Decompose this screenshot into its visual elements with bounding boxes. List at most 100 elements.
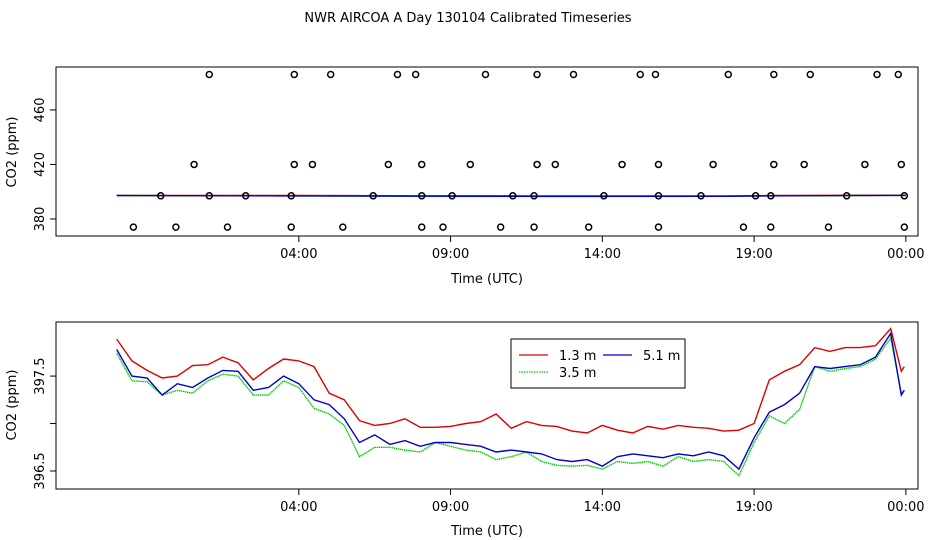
data-point bbox=[900, 223, 909, 231]
y-tick-label: 420 bbox=[33, 152, 48, 177]
data-point bbox=[709, 160, 717, 169]
data-point bbox=[824, 223, 833, 231]
data-point bbox=[417, 192, 426, 200]
x-axis-label-top: Time (UTC) bbox=[450, 272, 523, 287]
data-point bbox=[287, 192, 295, 200]
y-tick-label: 380 bbox=[33, 207, 48, 232]
data-point bbox=[654, 223, 663, 231]
x-axis-label-bottom: Time (UTC) bbox=[450, 524, 523, 539]
data-point bbox=[190, 160, 198, 169]
data-point bbox=[393, 70, 402, 79]
legend-label-3-5m: 3.5 m bbox=[559, 366, 596, 381]
data-point bbox=[618, 160, 626, 169]
data-point bbox=[496, 223, 505, 231]
data-point bbox=[156, 192, 165, 200]
x-tick-label: 04:00 bbox=[280, 247, 317, 262]
data-point bbox=[600, 192, 608, 200]
points-top bbox=[129, 70, 909, 231]
data-point bbox=[636, 70, 645, 79]
y-axis-bottom: 396.5 397.5 bbox=[33, 357, 56, 490]
x-tick-label: 00:00 bbox=[887, 500, 924, 515]
plot-frame-bottom bbox=[55, 321, 919, 490]
data-point bbox=[767, 192, 775, 200]
data-point bbox=[339, 223, 347, 231]
data-point bbox=[448, 192, 456, 200]
legend-box bbox=[510, 338, 686, 389]
x-axis-bottom: 04:00 09:00 14:00 19:00 00:00 bbox=[280, 489, 925, 515]
x-tick-label: 19:00 bbox=[735, 500, 772, 515]
data-point bbox=[287, 223, 295, 231]
y-tick-label: 396.5 bbox=[33, 452, 48, 489]
line-panel: 04:00 09:00 14:00 19:00 00:00 396.5 397.5 Tim… bbox=[5, 321, 925, 539]
data-point bbox=[897, 160, 906, 169]
y-axis-top: 380 420 460 bbox=[33, 98, 56, 232]
data-point bbox=[509, 192, 517, 200]
data-point bbox=[417, 223, 426, 231]
data-point bbox=[697, 192, 705, 200]
x-tick-label: 14:00 bbox=[584, 500, 621, 515]
data-point bbox=[900, 192, 909, 200]
data-point bbox=[384, 160, 393, 169]
data-point bbox=[533, 160, 541, 169]
data-point bbox=[172, 223, 180, 231]
data-point bbox=[466, 160, 475, 169]
data-point bbox=[654, 192, 663, 200]
data-point bbox=[205, 192, 214, 200]
data-point bbox=[654, 160, 663, 169]
data-point bbox=[530, 223, 538, 231]
data-point bbox=[724, 70, 733, 79]
data-point bbox=[569, 70, 578, 79]
data-point bbox=[205, 70, 214, 79]
data-point bbox=[241, 192, 250, 200]
data-point bbox=[530, 192, 538, 200]
chart-title: NWR AIRCOA A Day 130104 Calibrated Times… bbox=[304, 11, 631, 26]
data-point bbox=[223, 223, 232, 231]
data-point bbox=[129, 223, 138, 231]
data-point bbox=[290, 160, 299, 169]
x-axis-top: 04:00 09:00 14:00 19:00 00:00 bbox=[280, 236, 925, 262]
data-point bbox=[290, 70, 299, 79]
data-point bbox=[411, 70, 420, 79]
data-point bbox=[651, 70, 660, 79]
data-point bbox=[439, 223, 447, 231]
series-lines-top bbox=[116, 194, 906, 198]
y-tick-label: 460 bbox=[33, 98, 48, 123]
data-point bbox=[369, 192, 377, 200]
series-line-51m bbox=[116, 331, 905, 471]
data-point bbox=[326, 70, 335, 79]
data-point bbox=[873, 70, 881, 79]
data-point bbox=[767, 223, 775, 231]
y-axis-label-top: CO2 (ppm) bbox=[5, 116, 20, 187]
x-tick-label: 09:00 bbox=[432, 500, 469, 515]
x-tick-label: 09:00 bbox=[432, 247, 469, 262]
data-point bbox=[800, 160, 808, 169]
series-line-13m bbox=[116, 327, 905, 434]
scatter-panel: 04:00 09:00 14:00 19:00 00:00 380 420 460 Time… bbox=[5, 66, 925, 287]
series-lines-bottom bbox=[116, 327, 905, 477]
data-point bbox=[417, 160, 426, 169]
data-point bbox=[308, 160, 317, 169]
data-point bbox=[770, 160, 778, 169]
data-point bbox=[806, 70, 814, 79]
x-tick-label: 00:00 bbox=[887, 247, 924, 262]
data-point bbox=[842, 192, 851, 200]
data-point bbox=[739, 223, 748, 231]
x-tick-label: 04:00 bbox=[280, 500, 317, 515]
x-tick-label: 19:00 bbox=[735, 247, 772, 262]
data-point bbox=[551, 160, 560, 169]
legend-label-5-1m: 5.1 m bbox=[643, 349, 680, 364]
legend-label-1-3m: 1.3 m bbox=[559, 349, 596, 364]
y-axis-label-bottom: CO2 (ppm) bbox=[5, 369, 20, 440]
data-point bbox=[770, 70, 778, 79]
legend: 1.3 m 5.1 m 3.5 m bbox=[510, 338, 686, 389]
y-tick-label: 397.5 bbox=[33, 357, 48, 394]
x-tick-label: 14:00 bbox=[584, 247, 621, 262]
data-point bbox=[533, 70, 541, 79]
data-point bbox=[481, 70, 490, 79]
data-point bbox=[894, 70, 903, 79]
plot-frame-top bbox=[55, 66, 919, 237]
data-point bbox=[751, 192, 760, 200]
series-line-51m bbox=[116, 194, 906, 197]
data-point bbox=[584, 223, 593, 231]
